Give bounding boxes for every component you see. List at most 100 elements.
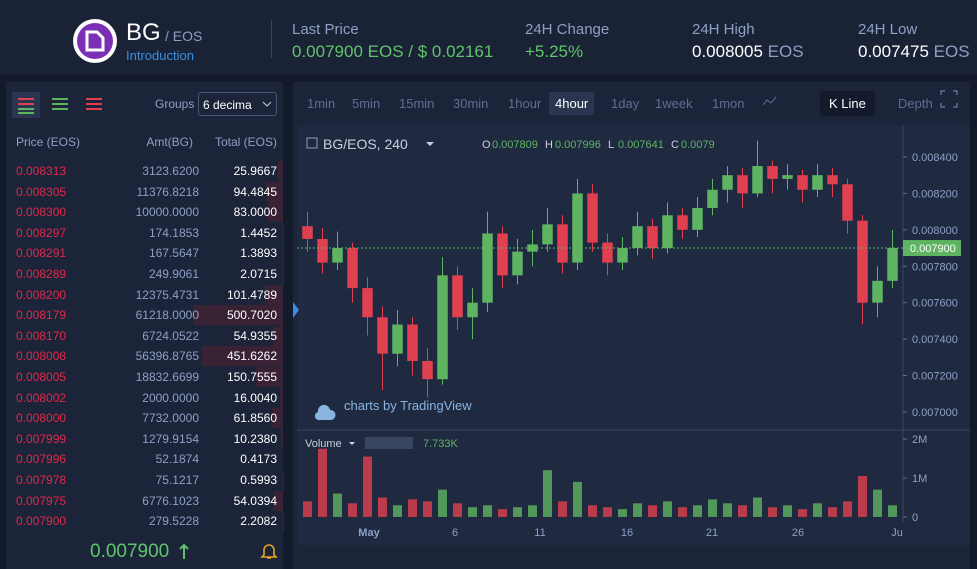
x-tick-label: Ju: [891, 527, 903, 539]
total: 0.4173: [240, 452, 277, 467]
chart-panel: 1min 5min 15min 30min 1hour 4hour 1day 1week 1mo…: [293, 82, 970, 569]
order-row[interactable]: 0.008170 6724.0522 54.9355: [6, 325, 283, 346]
interval-button[interactable]: 1min: [307, 96, 336, 111]
order-row[interactable]: 0.008000 7732.0000 61.8560: [6, 408, 283, 429]
candle-body: [767, 166, 778, 179]
order-row[interactable]: 0.008291 167.5647 1.3893: [6, 243, 283, 264]
volume-bar: [333, 493, 342, 517]
y-tick-label: 0.007000: [912, 407, 958, 419]
volume-bar: [348, 503, 357, 517]
column-header: Amt(BG): [146, 135, 193, 149]
volume-bar: [633, 503, 642, 517]
total: 2.2082: [240, 514, 277, 529]
view-icons[interactable]: [12, 92, 112, 118]
amount: 12375.4731: [135, 287, 199, 302]
total: 54.9355: [233, 328, 277, 343]
stat-value: 0.007900: [292, 42, 363, 61]
amount: 61218.0000: [135, 308, 199, 323]
interval-button[interactable]: 4hour: [549, 92, 595, 115]
interval-button[interactable]: 1hour: [508, 96, 542, 111]
candle-body: [512, 251, 523, 276]
volume-label: Volume: [305, 438, 342, 450]
order-row[interactable]: 0.008005 18832.6699 150.7555: [6, 367, 283, 387]
candle-body: [572, 193, 583, 263]
collapse-icon: [306, 137, 318, 149]
amount: 75.1217: [155, 473, 199, 487]
interval-button[interactable]: 5min: [352, 96, 381, 111]
depth-bar: [281, 428, 283, 449]
amount: 56396.8765: [135, 349, 199, 364]
amount: 2000.0000: [142, 390, 199, 405]
candle-body: [662, 215, 673, 249]
price: 0.007978: [16, 473, 67, 487]
legend-value: 0.007996: [555, 139, 601, 151]
order-row[interactable]: 0.007978 75.1217 0.5993: [6, 470, 283, 490]
interval-button[interactable]: 1day: [611, 96, 640, 111]
amount: 279.5228: [148, 514, 199, 529]
volume-bar: [663, 501, 672, 517]
volume-bar: [843, 501, 852, 517]
y-tick-label: 0.008200: [912, 188, 958, 200]
order-row[interactable]: 0.008313 3123.6200 25.9667: [6, 161, 283, 181]
interval-button[interactable]: 1mon: [712, 96, 745, 111]
volume-bar: [378, 497, 387, 517]
candle-body: [482, 233, 493, 303]
volume-bar: [498, 509, 507, 517]
price: 0.008200: [16, 287, 67, 302]
volume-bar: [528, 505, 537, 517]
volume-tick-label: 1M: [912, 473, 927, 485]
bell-icon[interactable]: [260, 542, 278, 560]
introduction-link[interactable]: Introduction: [126, 48, 194, 63]
candle-body: [332, 248, 343, 263]
amount: 18832.6699: [135, 370, 199, 384]
volume-bar: [303, 501, 312, 517]
volume-bar: [453, 503, 462, 517]
order-row[interactable]: 0.008300 10000.0000 83.0000: [6, 202, 283, 223]
candle-body: [647, 226, 658, 249]
total: 101.4789: [226, 287, 277, 302]
price: 0.008000: [16, 411, 67, 426]
volume-bar: [483, 505, 492, 517]
x-tick-label: May: [358, 527, 380, 539]
view-button[interactable]: Depth: [898, 96, 933, 111]
amount: 167.5647: [148, 246, 199, 261]
price: 0.008170: [16, 328, 67, 343]
volume-bar: [813, 503, 822, 517]
order-row[interactable]: 0.008305 11376.8218 94.4845: [6, 181, 283, 202]
total: 10.2380: [233, 431, 277, 446]
total: 16.0040: [233, 390, 277, 405]
y-tick-label: 0.007600: [912, 298, 958, 310]
amount: 10000.0000: [135, 205, 199, 220]
order-row[interactable]: 0.008200 12375.4731 101.4789: [6, 284, 283, 305]
view-button[interactable]: K Line: [820, 91, 875, 116]
price: 0.007999: [16, 431, 67, 446]
x-tick-label: 11: [534, 527, 545, 539]
order-row[interactable]: 0.008002 2000.0000 16.0040: [6, 387, 283, 408]
order-row[interactable]: 0.008008 56396.8765 451.6262: [6, 346, 283, 367]
volume-bar: [468, 507, 477, 517]
interval-button[interactable]: 15min: [399, 96, 435, 111]
legend-key: C: [671, 139, 679, 151]
order-row[interactable]: 0.007900 279.5228 2.2082: [6, 511, 283, 532]
candle-body: [782, 175, 793, 179]
order-row[interactable]: 0.007999 1279.9154 10.2380: [6, 428, 283, 449]
groups-select[interactable]: 6 decima: [198, 92, 277, 116]
order-row[interactable]: 0.008179 61218.0000 500.7020: [6, 305, 283, 326]
interval-button[interactable]: 1week: [655, 96, 693, 111]
depth-bar: [268, 202, 283, 223]
order-row[interactable]: 0.007975 6776.1023 54.0394: [6, 490, 283, 511]
volume-bar: [873, 489, 882, 517]
candle-body: [362, 288, 373, 318]
volume-bar: [768, 507, 777, 517]
candle-body: [527, 244, 538, 252]
candle-body: [692, 207, 703, 230]
order-row[interactable]: 0.007996 52.1874 0.4173: [6, 449, 283, 470]
depth-bar: [278, 161, 283, 181]
order-row[interactable]: 0.008297 174.1853 1.4452: [6, 222, 283, 243]
volume-bar: [738, 505, 747, 517]
interval-button[interactable]: 30min: [453, 96, 489, 111]
order-row[interactable]: 0.008289 249.9061 2.0715: [6, 264, 283, 284]
amount: 7732.0000: [142, 411, 199, 426]
volume-bar: [648, 505, 657, 517]
candle-body: [632, 226, 643, 249]
